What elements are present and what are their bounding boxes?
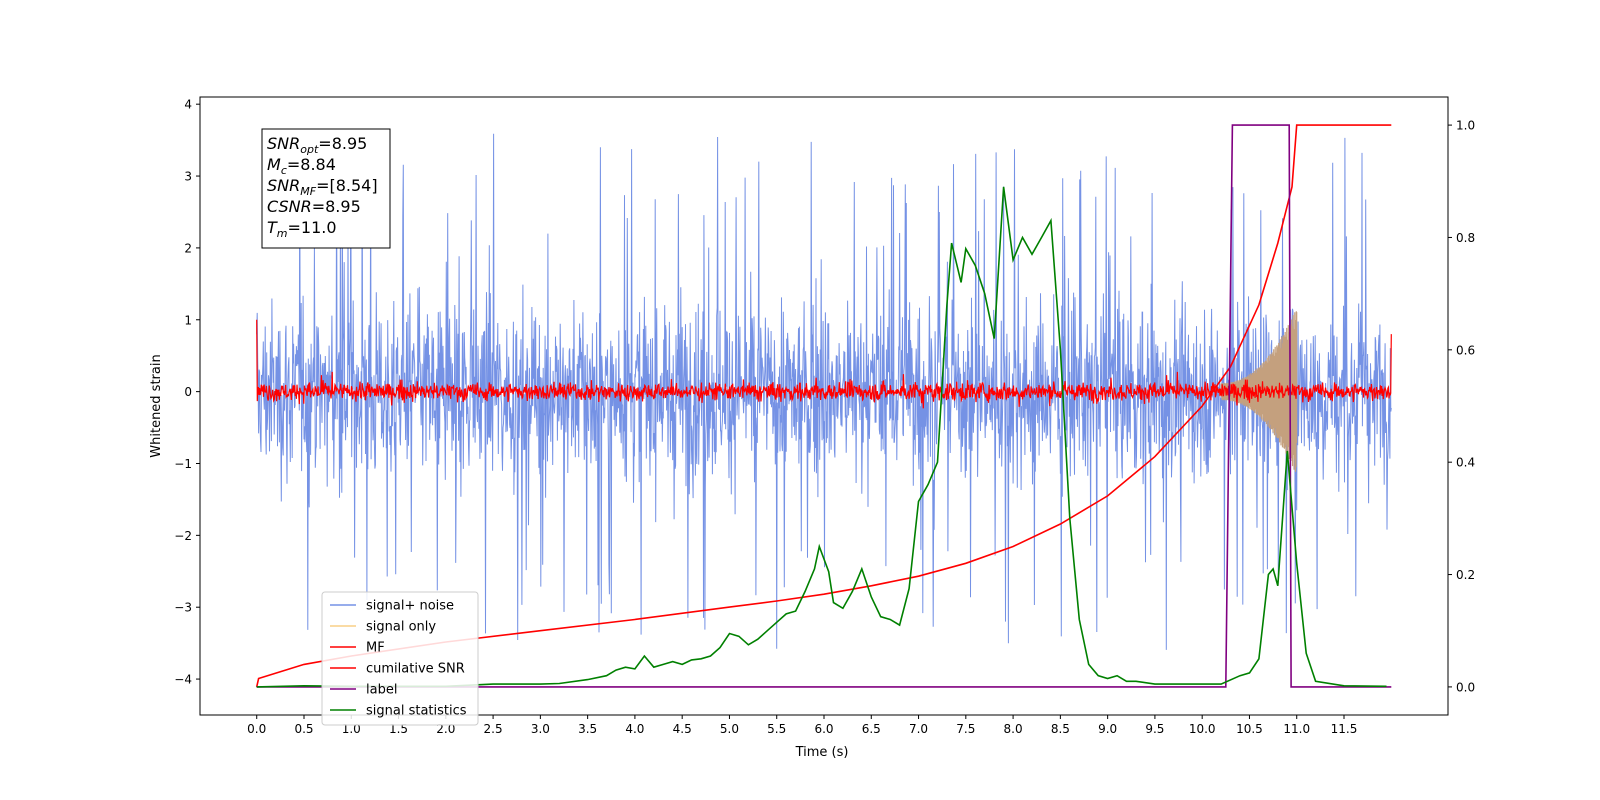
annotation-symbol: M xyxy=(267,155,281,174)
annotation-line: Tm=11.0 xyxy=(267,218,337,240)
annotation-value: =[8.54] xyxy=(316,176,378,195)
annotation-value: =8.95 xyxy=(318,134,367,153)
x-tick-label: 9.0 xyxy=(1098,722,1117,736)
legend-label: signal+ noise xyxy=(366,599,454,614)
label-line xyxy=(256,124,1392,688)
x-tick-label: 0.0 xyxy=(247,722,266,736)
signal-noise-line xyxy=(256,133,1392,650)
x-tick-label: 7.5 xyxy=(956,722,975,736)
y-right-tick-label: 0.0 xyxy=(1456,680,1475,694)
y-axis-label: Whitened strain xyxy=(149,354,164,457)
annotation-symbol: SNR xyxy=(267,134,300,153)
legend-label: signal statistics xyxy=(366,704,467,719)
signal-statistics-series xyxy=(256,186,1387,688)
y-left-tick-label: −2 xyxy=(174,529,192,543)
annotation-frame xyxy=(261,128,391,249)
y-left-tick-label: −1 xyxy=(174,457,192,471)
y-left-tick-label: 2 xyxy=(184,241,192,255)
x-tick-label: 5.0 xyxy=(720,722,739,736)
mf-series xyxy=(256,319,1392,409)
annotation-value: =8.95 xyxy=(312,197,361,216)
x-tick-label: 8.0 xyxy=(1004,722,1023,736)
annotation-line: CSNR=8.95 xyxy=(267,197,361,216)
x-tick-label: 8.5 xyxy=(1051,722,1070,736)
y-right-tick-label: 0.8 xyxy=(1456,231,1475,245)
x-tick-label: 3.5 xyxy=(578,722,597,736)
annotation-subscript: MF xyxy=(300,185,316,198)
x-tick-label: 2.5 xyxy=(484,722,503,736)
x-tick-label: 3.0 xyxy=(531,722,550,736)
x-tick-label: 4.0 xyxy=(625,722,644,736)
x-tick-label: 11.5 xyxy=(1331,722,1358,736)
label-series xyxy=(256,124,1392,688)
x-axis-label: Time (s) xyxy=(795,745,849,760)
legend-label: cumilative SNR xyxy=(366,662,465,677)
annotation-subscript: m xyxy=(277,227,288,240)
x-tick-label: 6.5 xyxy=(862,722,881,736)
y-left-tick-label: −4 xyxy=(174,673,192,687)
y-left-tick-label: 0 xyxy=(184,385,192,399)
y-right-tick-label: 1.0 xyxy=(1456,119,1475,133)
annotation-value: =8.84 xyxy=(287,155,336,174)
y-left-tick-label: −3 xyxy=(174,601,192,615)
x-tick-label: 10.0 xyxy=(1189,722,1216,736)
annotation-line: Mc=8.84 xyxy=(267,155,336,177)
y-left-axis-ticks: 4 3 2 1 0 −1 −2 −3 −4 xyxy=(174,98,200,687)
y-left-tick-label: 4 xyxy=(184,98,192,112)
mf-line xyxy=(256,319,1392,409)
y-right-axis-ticks: 1.0 0.8 0.6 0.4 0.2 0.0 xyxy=(1448,119,1475,694)
annotation-subscript: opt xyxy=(300,143,319,156)
x-tick-label: 5.5 xyxy=(767,722,786,736)
legend-label: signal only xyxy=(366,620,436,635)
x-tick-label: 10.5 xyxy=(1236,722,1263,736)
annotation-symbol: SNR xyxy=(267,176,300,195)
signal-noise-series xyxy=(256,133,1392,650)
x-tick-label: 4.5 xyxy=(673,722,692,736)
signal-statistics-line xyxy=(256,186,1387,688)
legend-label: label xyxy=(366,683,397,698)
y-left-tick-label: 3 xyxy=(184,170,192,184)
y-right-tick-label: 0.2 xyxy=(1456,568,1475,582)
legend-label: MF xyxy=(366,641,385,656)
annotation-symbol: CSNR xyxy=(267,197,312,216)
x-tick-label: 7.0 xyxy=(909,722,928,736)
annotation-line: SNRMF=[8.54] xyxy=(267,176,378,198)
y-right-tick-label: 0.4 xyxy=(1456,456,1475,470)
annotation-subscript: c xyxy=(281,164,287,177)
y-right-tick-label: 0.6 xyxy=(1456,343,1475,357)
annotation-value: =11.0 xyxy=(288,218,337,237)
annotation-line: SNRopt=8.95 xyxy=(267,134,367,156)
annotation-symbol: T xyxy=(267,218,278,237)
legend-frame xyxy=(321,591,479,726)
x-tick-label: 0.5 xyxy=(294,722,313,736)
x-tick-label: 11.0 xyxy=(1283,722,1310,736)
stats-annotation-box: SNRopt=8.95Mc=8.84SNRMF=[8.54]CSNR=8.95T… xyxy=(261,128,391,249)
y-left-tick-label: 1 xyxy=(184,313,192,327)
x-tick-label: 6.0 xyxy=(814,722,833,736)
legend: signal+ noise signal only MF cumilative SNR… xyxy=(321,591,479,726)
x-tick-label: 9.5 xyxy=(1145,722,1164,736)
